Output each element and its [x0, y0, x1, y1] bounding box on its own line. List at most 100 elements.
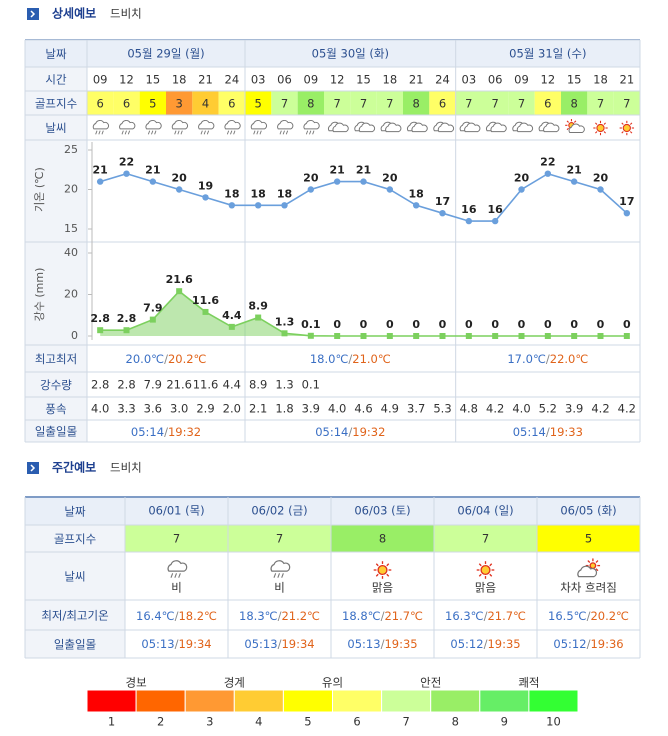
sun-ray: [573, 120, 577, 123]
sun-ray: [566, 127, 569, 131]
data-label: 0: [386, 318, 394, 331]
date-row-bg: [25, 40, 640, 67]
golf-index: 6: [544, 97, 551, 111]
date-header: 06/05 (화): [560, 504, 616, 518]
sun: [589, 562, 597, 570]
scale-segment: [233, 689, 284, 713]
min-max: 20.0℃/20.2℃: [126, 352, 207, 366]
marker: [202, 308, 209, 315]
golf-cell: [403, 91, 430, 115]
weather-icon: [327, 121, 349, 133]
golf-index: 3: [176, 97, 183, 111]
marker: [465, 333, 472, 339]
row-label: 골프지수: [35, 97, 77, 111]
min-max-b: 21.0℃: [352, 352, 391, 366]
sunrise-sunset-sep: /: [381, 637, 385, 651]
rain-amount: 0.1: [302, 378, 320, 392]
label-col-bg: [25, 67, 87, 442]
marker: [492, 333, 499, 339]
time: 06: [277, 73, 292, 87]
golf-index: 4: [202, 97, 209, 111]
sun-ray: [595, 131, 598, 134]
min-max: 18.0℃/21.0℃: [310, 352, 391, 366]
marker: [623, 210, 631, 217]
marker: [518, 333, 525, 339]
date-header: 06/03 (토): [354, 504, 410, 518]
wind-speed: 3.0: [170, 402, 188, 416]
golf-cell: [113, 91, 140, 115]
data-label: 18: [224, 187, 239, 200]
section-place: 드비치: [110, 7, 142, 21]
weather-icon: [593, 120, 608, 136]
wind-speed: 4.2: [618, 402, 636, 416]
cloud: [577, 565, 598, 578]
date-header: 06/04 (일): [457, 504, 513, 518]
data-label: 22: [119, 156, 134, 169]
golf-index: 7: [386, 97, 393, 111]
wind-speed: 3.3: [117, 402, 135, 416]
data-label: 0: [360, 318, 368, 331]
sunrise-sunset-b: 19:33: [550, 425, 583, 439]
weather-icon: [198, 119, 215, 135]
sunrise-sunset: 05:14/19:32: [131, 425, 201, 439]
sunrise-sunset-b: 19:34: [178, 637, 211, 651]
data-label: 20: [593, 172, 609, 185]
weather-icon: [167, 560, 188, 578]
golf-cell: [192, 91, 219, 115]
sunrise-sunset-b: 19:36: [590, 637, 623, 651]
min-max-a: 16.3℃: [445, 609, 484, 623]
scale-number: 10: [546, 715, 561, 729]
axis-label: 기온 (℃): [33, 167, 46, 212]
golf-index: 7: [360, 97, 367, 111]
time: 15: [146, 73, 161, 87]
marker: [570, 178, 578, 185]
drop: [203, 130, 206, 135]
golf-index: 7: [334, 97, 341, 111]
weather-icon: [380, 121, 402, 133]
weather-icon: [92, 119, 109, 135]
sunrise-sunset-b: 19:35: [487, 637, 520, 651]
min-max: 18.3℃/21.2℃: [239, 609, 320, 623]
time: 12: [541, 73, 556, 87]
y-tick-label: 20: [64, 288, 78, 301]
drop: [273, 573, 277, 578]
min-max: 16.4℃/18.2℃: [136, 609, 217, 623]
rain-amount: 1.3: [275, 378, 293, 392]
golf-index: 8: [379, 532, 386, 546]
golf-cell: [455, 91, 482, 115]
drop: [180, 130, 183, 135]
scale-segment: [184, 689, 235, 713]
scale-label: 유의: [322, 676, 343, 690]
sunrise-sunset-a: 05:14: [131, 425, 164, 439]
marker: [149, 316, 156, 323]
cloud: [145, 119, 162, 130]
sunrise-sunset-sep: /: [175, 637, 179, 651]
data-label: 11.6: [192, 294, 219, 307]
date-header: 05월 29일 (월): [127, 47, 204, 61]
sunrise-sunset-a: 05:12: [553, 637, 586, 651]
weather-text: 비: [171, 581, 182, 595]
marker: [281, 330, 288, 337]
sun-ray: [386, 573, 390, 577]
drop: [226, 130, 230, 135]
row-label: 강수량: [40, 378, 72, 392]
data-label: 21: [330, 164, 345, 177]
marker: [123, 327, 130, 334]
cloud: [332, 122, 349, 133]
sun-ray: [489, 573, 493, 577]
data-label: 21: [356, 164, 371, 177]
time: 09: [514, 73, 529, 87]
sun-ray: [375, 573, 379, 577]
golf-index: 7: [173, 532, 180, 546]
marker: [439, 333, 446, 339]
time: 24: [435, 73, 450, 87]
golf-cell: [166, 91, 193, 115]
min-max: 17.0℃/22.0℃: [507, 352, 588, 366]
weather-icon: [476, 561, 495, 579]
cloud: [437, 122, 455, 133]
time: 12: [330, 73, 345, 87]
golf-cell: [297, 91, 324, 115]
min-max-a: 17.0℃: [507, 352, 546, 366]
drop: [154, 130, 157, 135]
